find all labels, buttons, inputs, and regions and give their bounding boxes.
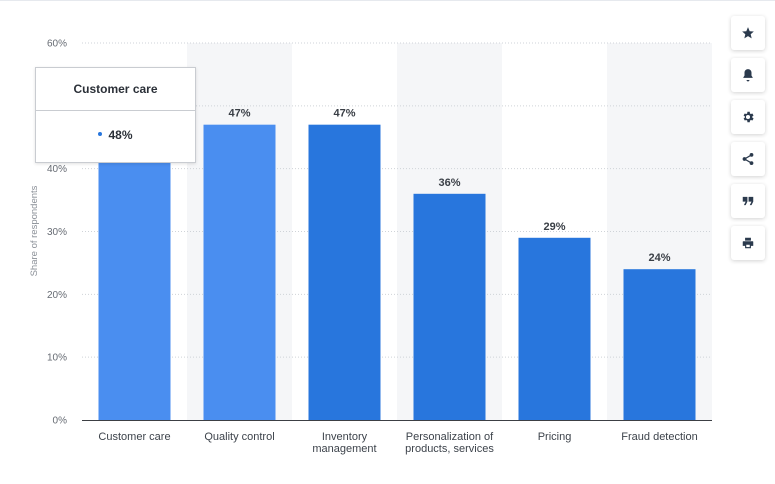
bar[interactable] [518,237,591,420]
series-dot-icon [98,131,103,136]
tooltip-title: Customer care [36,68,195,111]
y-tick-label: 20% [47,290,67,301]
bar[interactable] [98,118,171,421]
x-tick-label: Pricing [538,431,572,443]
bar[interactable] [623,269,696,420]
star-icon [742,27,754,39]
x-tick-label: Personalization of products, services [405,431,494,455]
share-icon [742,153,754,165]
data-label: 36% [438,177,460,189]
data-label: 47% [333,108,355,120]
y-axis-label: Share of respondents [29,185,40,276]
x-tick-label: Quality control [204,431,274,443]
settings-button[interactable] [731,100,765,134]
notification-button[interactable] [731,58,765,92]
data-label: 29% [543,221,565,233]
tooltip: Customer care 48% [35,67,196,163]
tooltip-value: 48% [108,128,133,142]
bar[interactable] [203,124,276,420]
bar[interactable] [308,124,381,420]
x-tick-label: Customer care [98,431,170,443]
cite-button[interactable] [731,184,765,218]
data-label: 24% [648,252,670,264]
y-tick-label: 10% [47,353,67,364]
y-tick-label: 30% [47,227,67,238]
bars [98,118,696,421]
gear-icon [743,111,754,123]
bell-icon [743,69,753,82]
x-tick-label: Inventory management [312,431,376,455]
data-label: 47% [228,108,250,120]
y-tick-label: 40% [47,164,67,175]
share-button[interactable] [731,142,765,176]
x-tick-label: Fraud detection [621,431,697,443]
bar[interactable] [413,193,486,420]
print-icon [742,237,754,249]
y-tick-label: 60% [47,39,67,50]
x-categories: Customer care Quality control Inventory man… [98,431,697,455]
top-divider [0,0,775,1]
favorite-button[interactable] [731,16,765,50]
y-tick-label: 0% [53,416,68,427]
toolbar [731,16,765,268]
quote-icon [742,196,754,206]
print-button[interactable] [731,226,765,260]
tooltip-row: 48% [36,128,195,142]
